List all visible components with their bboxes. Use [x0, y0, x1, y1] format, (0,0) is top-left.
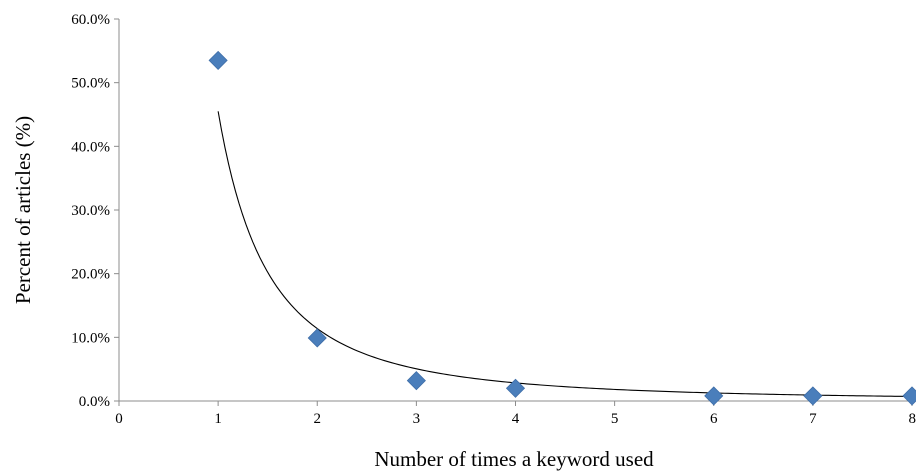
y-tick-labels: 0.0% 10.0% 20.0% 30.0% 40.0% 50.0% 60.0%	[71, 12, 110, 410]
data-point-marker	[704, 386, 724, 406]
x-tick-label: 8	[909, 411, 916, 427]
x-tick-label: 1	[214, 411, 222, 427]
axes	[114, 18, 913, 406]
x-tick-label: 2	[314, 411, 322, 427]
x-tick-label: 3	[413, 411, 421, 427]
x-tick-labels: 0 1 2 3 4 5 6 7 8	[115, 411, 916, 427]
y-tick-label: 10.0%	[71, 330, 110, 346]
x-tick-label: 5	[611, 411, 619, 427]
y-tick-label: 20.0%	[71, 267, 110, 283]
y-tick-label: 60.0%	[71, 12, 110, 28]
y-tick-label: 30.0%	[71, 203, 110, 219]
y-tick-label: 0.0%	[79, 394, 110, 410]
data-point-marker	[803, 386, 823, 406]
x-tick-label: 4	[512, 411, 520, 427]
x-tick-label: 0	[115, 411, 123, 427]
data-point-marker	[307, 328, 327, 348]
data-point-marker	[208, 50, 228, 70]
x-tick-label: 7	[809, 411, 817, 427]
x-axis-title: Number of times a keyword used	[374, 447, 654, 471]
data-point-marker	[505, 378, 526, 398]
x-tick-label: 6	[710, 411, 718, 427]
y-tick-label: 50.0%	[71, 76, 110, 92]
power-trendline	[217, 111, 913, 398]
data-point-marker	[406, 371, 426, 391]
data-point-marker	[902, 386, 916, 406]
y-axis-title: Percent of articles (%)	[11, 116, 35, 304]
data-markers	[208, 50, 916, 406]
y-tick-label: 40.0%	[71, 139, 110, 155]
